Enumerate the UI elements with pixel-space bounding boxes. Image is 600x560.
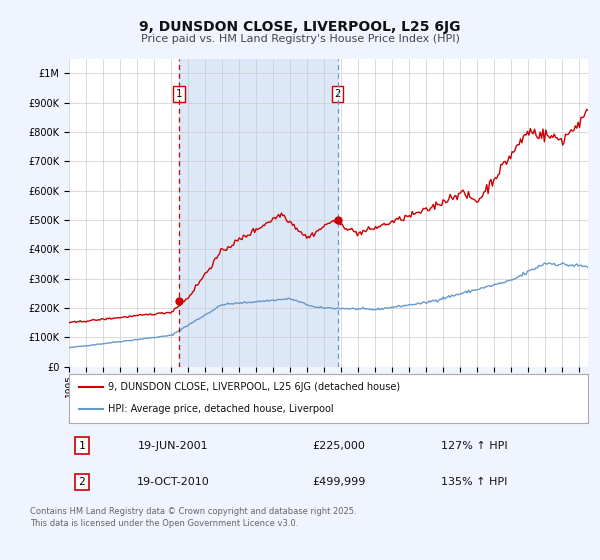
Text: 19-OCT-2010: 19-OCT-2010: [136, 477, 209, 487]
Bar: [179, 59, 338, 367]
Text: 9, DUNSDON CLOSE, LIVERPOOL, L25 6JG: 9, DUNSDON CLOSE, LIVERPOOL, L25 6JG: [139, 20, 461, 34]
Text: 135% ↑ HPI: 135% ↑ HPI: [440, 477, 507, 487]
Text: 127% ↑ HPI: 127% ↑ HPI: [440, 441, 507, 451]
Text: 1: 1: [79, 441, 85, 451]
Text: Contains HM Land Registry data © Crown copyright and database right 2025.
This d: Contains HM Land Registry data © Crown c…: [30, 507, 356, 528]
Text: 2: 2: [79, 477, 85, 487]
Text: 1: 1: [176, 89, 182, 99]
Text: HPI: Average price, detached house, Liverpool: HPI: Average price, detached house, Live…: [108, 404, 334, 414]
Text: £499,999: £499,999: [312, 477, 365, 487]
Text: 9, DUNSDON CLOSE, LIVERPOOL, L25 6JG (detached house): 9, DUNSDON CLOSE, LIVERPOOL, L25 6JG (de…: [108, 382, 400, 392]
Text: 2: 2: [335, 89, 341, 99]
Text: 19-JUN-2001: 19-JUN-2001: [137, 441, 208, 451]
Text: Price paid vs. HM Land Registry's House Price Index (HPI): Price paid vs. HM Land Registry's House …: [140, 34, 460, 44]
Text: £225,000: £225,000: [313, 441, 365, 451]
